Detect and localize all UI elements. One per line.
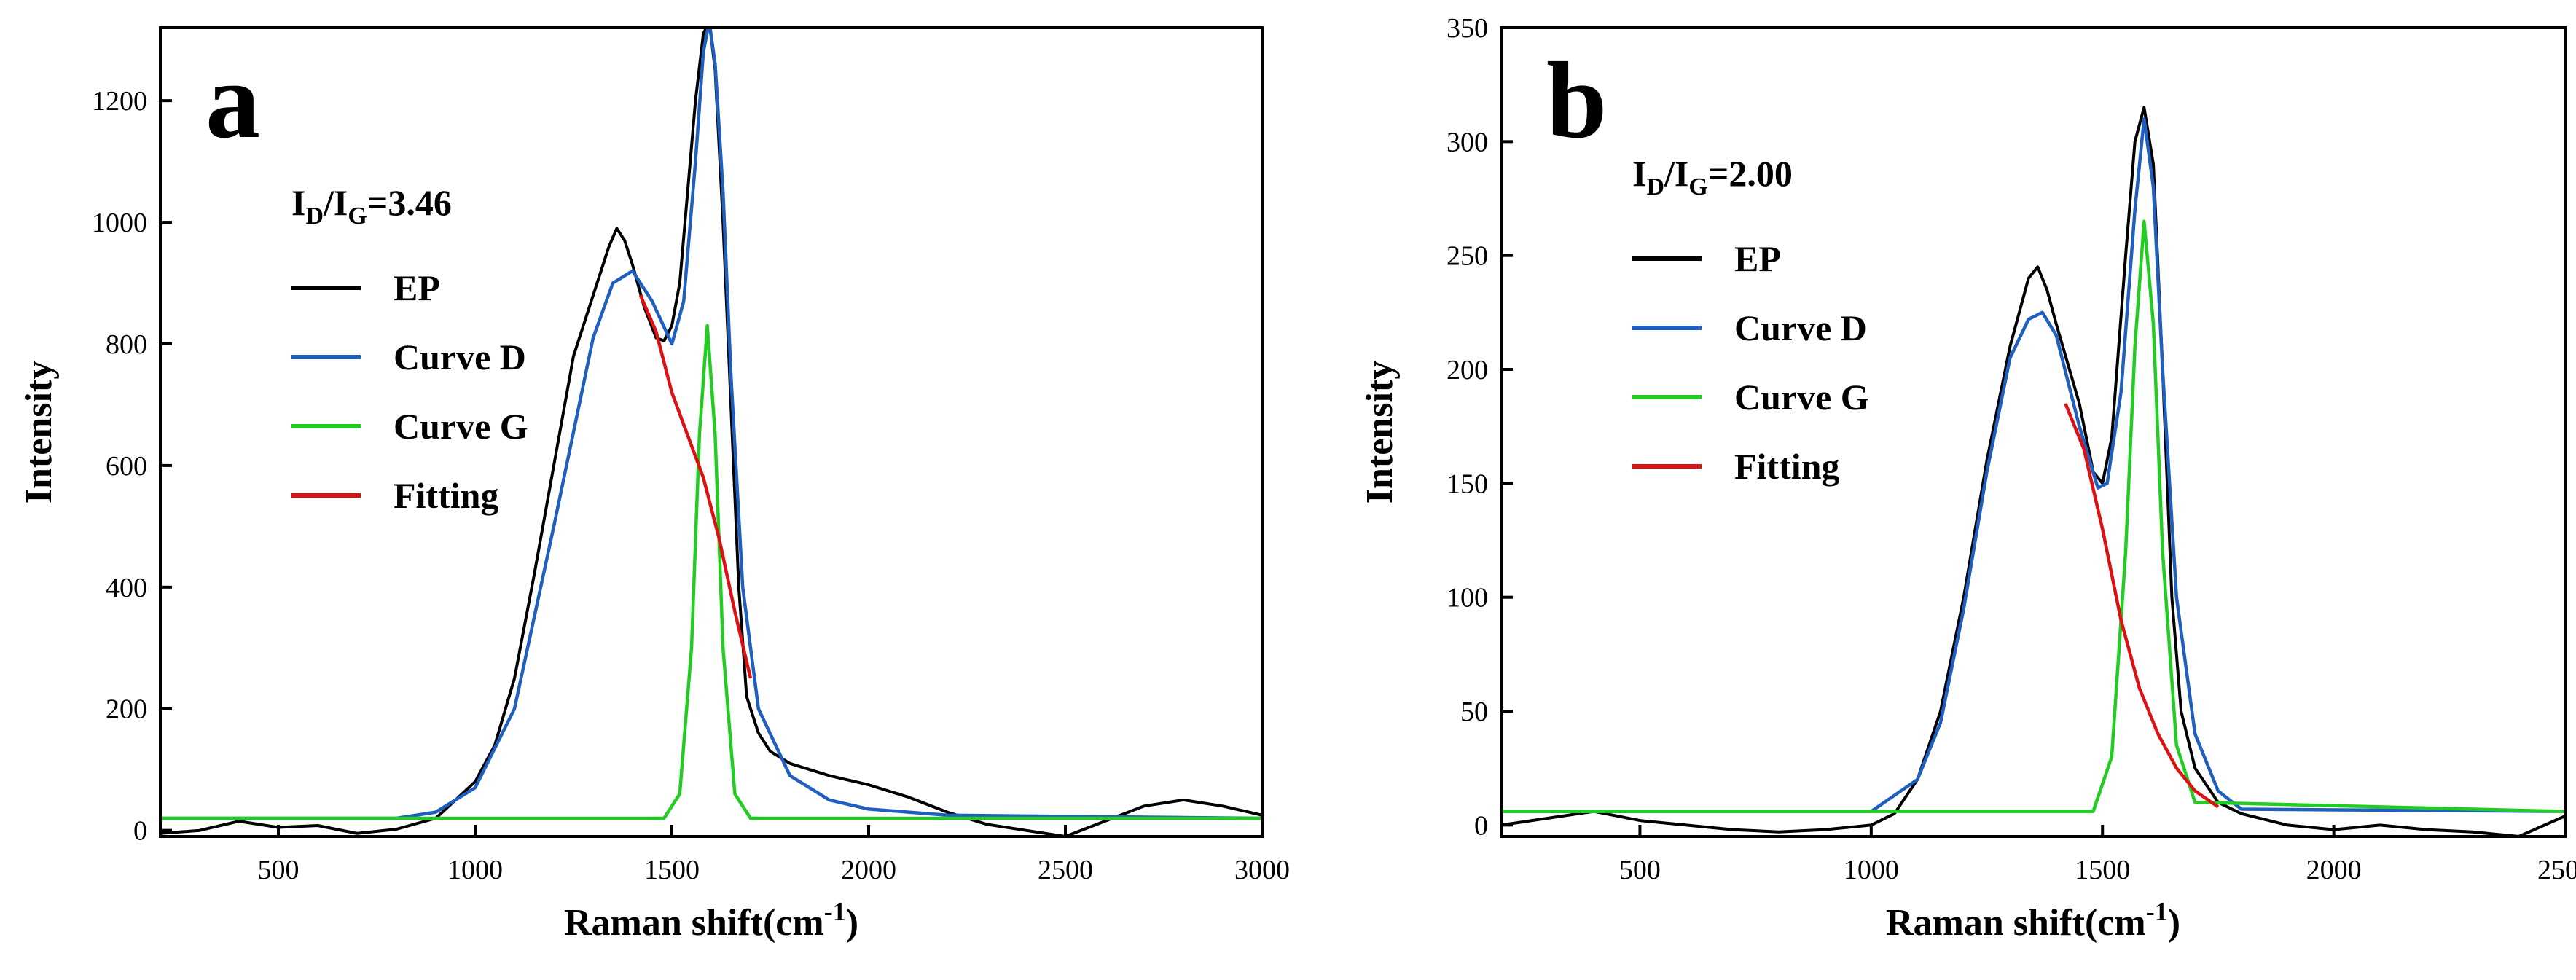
panel-a-series-fitting: [638, 294, 753, 679]
panel-a-legend-item-curve-g: Curve G: [291, 406, 528, 447]
panel-a-xtick-label: 2500: [1038, 855, 1093, 885]
panel-a-legend-label: Curve G: [394, 406, 528, 447]
panel-a-ytick-label: 600: [106, 451, 147, 482]
panel-a-ytick-label: 1200: [92, 86, 147, 117]
panel-a-frame: [159, 26, 1264, 838]
panel-b-series-curve-d: [1501, 117, 2565, 813]
panel-b-legend-item-curve-g: Curve G: [1632, 377, 1869, 418]
panel-a-series-curve-g: [160, 324, 1262, 820]
panel-a-xtick-label: 1000: [447, 855, 503, 885]
panel-a-ytick-label: 1000: [92, 208, 147, 238]
panel-a-xtick-label: 2000: [841, 855, 896, 885]
panel-a-legend-item-fitting: Fitting: [291, 475, 498, 516]
panel-a-legend-label: Curve D: [394, 337, 526, 377]
panel-b-y-axis-label: Intensity: [1359, 361, 1401, 503]
panel-b-ytick-label: 150: [1446, 469, 1488, 499]
panel-b-xtick-label: 2500: [2537, 855, 2576, 885]
panel-a-label: a: [205, 40, 260, 161]
panel-b-legend-item-curve-d: Curve D: [1632, 307, 1867, 348]
panel-b-frame: [1500, 26, 2567, 838]
panel-a-y-axis-label: Intensity: [18, 361, 60, 503]
panel-a-xtick-label: 1500: [644, 855, 700, 885]
panel-b-series: [1501, 106, 2565, 836]
panel-a-legend-item-curve-d: Curve D: [291, 337, 526, 377]
panel-b-ytick-label: 50: [1460, 697, 1488, 727]
panel-b-xtick-label: 500: [1619, 855, 1661, 885]
panel-a-xtick-label: 3000: [1234, 855, 1290, 885]
panel-b-legend-label: Curve D: [1734, 307, 1867, 348]
panel-a-legend-label: EP: [394, 267, 440, 308]
panel-a-legend-label: Fitting: [394, 475, 498, 516]
panel-a-ytick-label: 400: [106, 573, 147, 603]
panel-b-legend-item-ep: EP: [1632, 238, 1781, 279]
panel-a-ytick-label: 200: [106, 694, 147, 725]
panel-a-series-curve-d: [160, 28, 1262, 820]
panel-b-ytick-label: 100: [1446, 583, 1488, 614]
panel-a-xtick-label: 500: [258, 855, 300, 885]
panel-b-legend-item-fitting: Fitting: [1632, 446, 1839, 487]
panel-a-legend-item-ep: EP: [291, 267, 440, 308]
panel-b-xtick-label: 1500: [2075, 855, 2130, 885]
panel-b-ytick-label: 300: [1446, 127, 1488, 157]
panel-a: 500 1000 1500 2000 2500 3000 0 200 400 600 800 1000…: [18, 26, 1290, 944]
panel-b-ytick-label: 0: [1474, 810, 1488, 841]
panel-b-label: b: [1546, 40, 1607, 161]
panel-b-xtick-label: 2000: [2306, 855, 2362, 885]
panel-b-ytick-label: 250: [1446, 241, 1488, 272]
panel-b-xtick-label: 1000: [1844, 855, 1899, 885]
panel-a-x-axis-label: Raman shift(cm-1): [564, 897, 858, 944]
panel-b-x-axis-label: Raman shift(cm-1): [1886, 897, 2180, 944]
panel-b-series-fitting: [2064, 403, 2220, 809]
panel-b: 500 1000 1500 2000 2500 0 50 100 150 200 250 300 350…: [1359, 13, 2576, 944]
panel-a-ytick-label: 800: [106, 329, 147, 360]
panel-b-series-curve-g: [1501, 219, 2565, 813]
panel-a-series: [160, 28, 1262, 836]
panel-b-legend-label: EP: [1734, 238, 1781, 279]
panel-b-ytick-label: 350: [1446, 13, 1488, 44]
panel-a-ratio-annotation: ID/IG=3.46: [291, 182, 452, 230]
panel-b-ytick-label: 200: [1446, 355, 1488, 385]
panel-b-ratio-annotation: ID/IG=2.00: [1632, 153, 1793, 200]
panel-b-series-ep: [1501, 106, 2565, 836]
panel-b-legend-label: Fitting: [1734, 446, 1839, 487]
panel-a-series-ep: [160, 28, 1262, 836]
panel-a-ytick-label: 0: [133, 816, 147, 847]
panel-b-legend-label: Curve G: [1734, 377, 1869, 418]
